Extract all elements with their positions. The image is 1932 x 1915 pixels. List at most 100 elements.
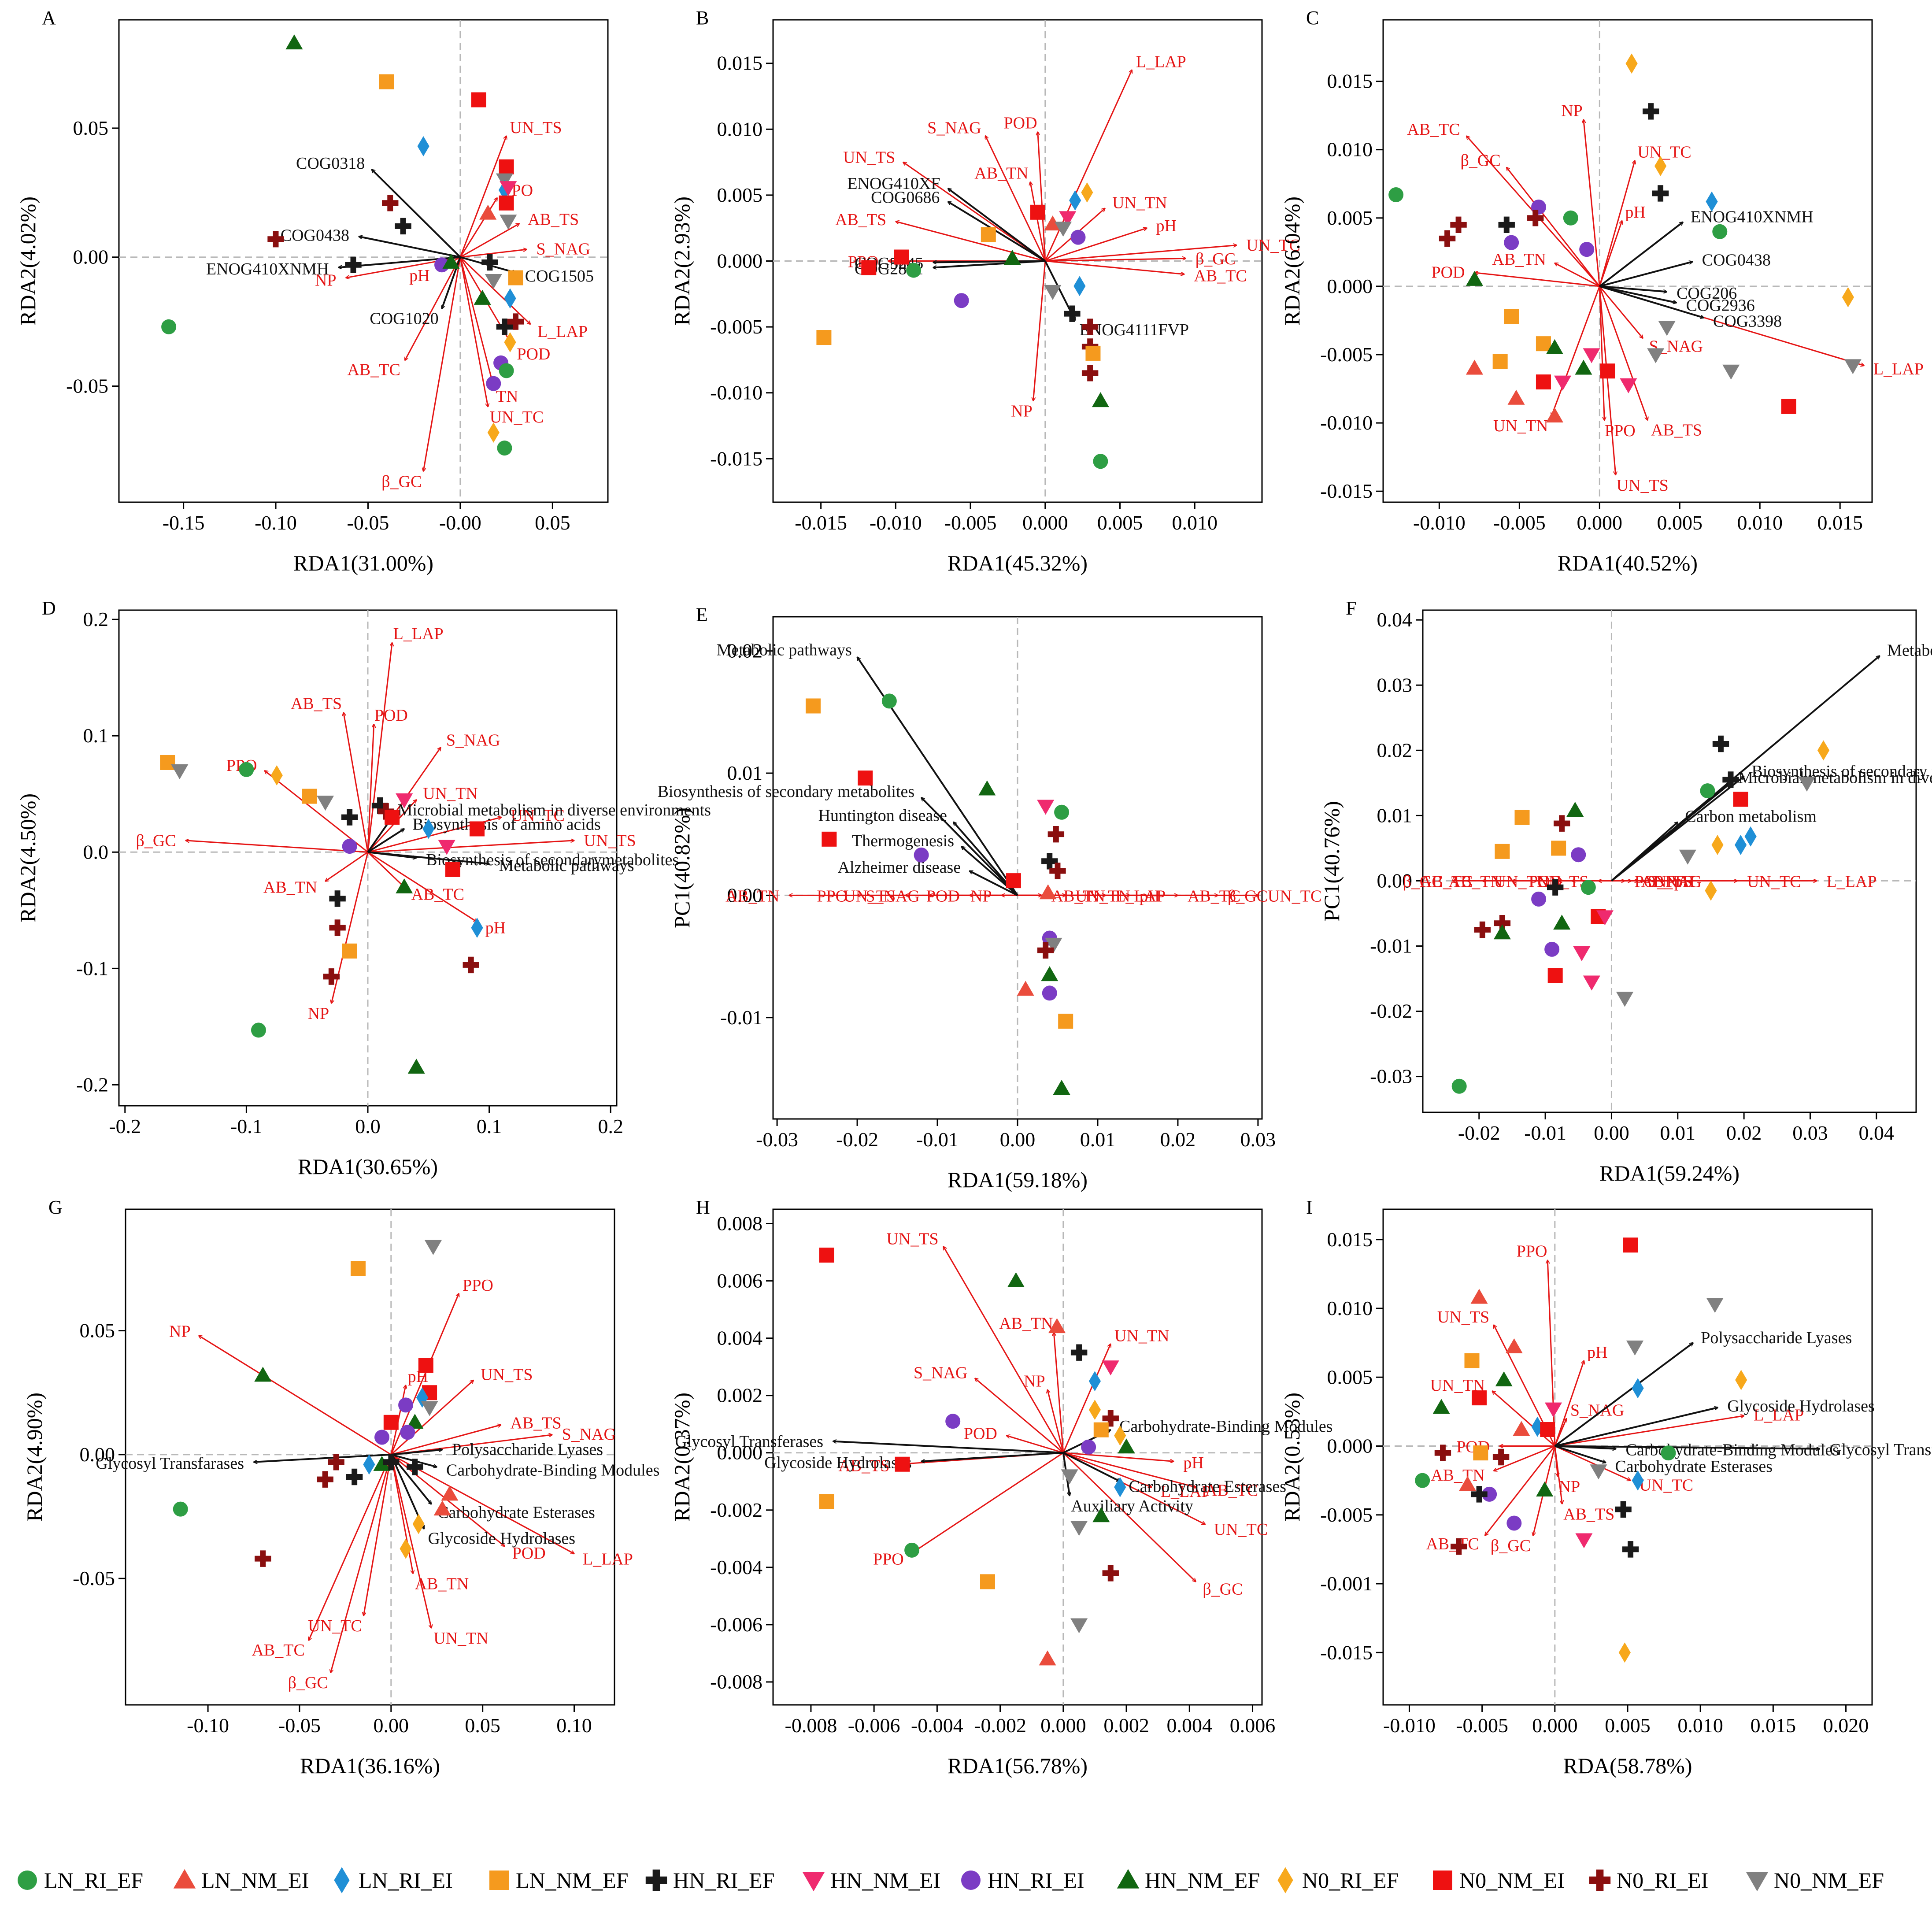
env-factor-arrow <box>1045 259 1186 262</box>
function-arrow <box>1611 783 1731 882</box>
sample-point-ln-nm-ef <box>1058 1014 1073 1029</box>
sample-point-hn-ri-ei <box>400 1425 415 1440</box>
y-tick-label: -0.010 <box>1320 411 1373 434</box>
env-factor-label: UN_TS <box>510 119 562 137</box>
sample-point-ln-ri-ei <box>1073 276 1086 296</box>
sample-point-hn-nm-ef <box>1553 915 1571 930</box>
sample-point-hn-nm-ef <box>1546 339 1563 354</box>
sample-point-hn-ri-ef <box>1547 879 1564 896</box>
y-tick-label: 0.02 <box>727 640 763 662</box>
sample-point-n0-ri-ef <box>504 332 516 352</box>
env-factor-arrow <box>367 852 404 887</box>
sample-point-ln-nm-ef <box>1473 1445 1488 1461</box>
legend-item: LN_NM_EI <box>173 1868 309 1893</box>
env-factor-label: UN_TN <box>433 1629 489 1648</box>
sample-point-hn-ri-ei <box>398 1397 414 1413</box>
y-tick-label: 0.006 <box>717 1270 763 1292</box>
x-tick-label: 0.03 <box>1240 1128 1276 1151</box>
x-tick-label: 0.10 <box>556 1714 592 1737</box>
sample-point-n0-nm-ef <box>1070 1521 1088 1536</box>
panel-H: -0.008 -0.006 -0.004 -0.002 0.000 0.002 0.004 0… <box>670 1196 1332 1778</box>
function-arrow <box>1599 285 1667 292</box>
function-label: Metabolic pathways <box>717 641 852 659</box>
function-arrow <box>1062 1452 1120 1482</box>
x-tick-label: 0.010 <box>1172 511 1218 534</box>
env-factor-arrow <box>265 770 368 853</box>
sample-point-hn-nm-ei <box>1596 910 1614 926</box>
sample-point-hn-nm-ei <box>438 840 455 855</box>
function-label: Polysaccharide Lyases <box>1701 1329 1852 1347</box>
panel-A: -0.15 -0.10 -0.05 -0.00 0.05 -0.05 0.00 0.05 A RD… <box>15 7 609 575</box>
sample-point-ln-nm-ei <box>1507 389 1525 405</box>
y-tick-label: 0.005 <box>1327 1366 1373 1388</box>
sample-point-hn-ri-ei <box>1531 891 1547 907</box>
x-tick-label: -0.010 <box>1413 511 1466 534</box>
sample-point-hn-nm-ef <box>407 1059 425 1074</box>
env-factor-label: POD <box>926 887 960 905</box>
env-factor-arrow <box>1554 1419 1566 1447</box>
env-factor-label: POD <box>1004 114 1037 132</box>
env-factor-label: AB_TS <box>291 695 342 713</box>
sample-point-ln-nm-ef <box>1504 309 1519 324</box>
env-factor-arrow <box>1554 1445 1631 1481</box>
x-tick-label: 0.005 <box>1097 511 1143 534</box>
function-arrow <box>948 189 1046 262</box>
env-factor-label: pH <box>1674 872 1695 891</box>
env-factor-label: AB_TN <box>415 1575 469 1593</box>
sample-point-ln-ri-ef <box>251 1022 266 1038</box>
env-factor-label: AB_TC <box>411 885 464 904</box>
y-axis-label: RDA2(4.02%) <box>15 196 40 326</box>
sample-point-hn-nm-ef <box>1092 392 1109 407</box>
y-tick-label: 0.010 <box>1327 138 1373 161</box>
env-factor-label: AB_TC <box>1205 1481 1258 1500</box>
env-factor-arrow <box>367 852 477 922</box>
function-arrow <box>1599 285 1677 303</box>
env-factor-label: AB_TS <box>835 211 886 229</box>
env-factor-label: pH <box>485 919 506 937</box>
env-factor-label: POD <box>1432 263 1465 282</box>
legend-marker-hn-nm-ef <box>1117 1869 1140 1889</box>
x-tick-label: -0.010 <box>1383 1714 1436 1737</box>
y-tick-label: -0.01 <box>720 1006 762 1029</box>
env-factor-arrow <box>1485 1445 1556 1536</box>
env-factor-label: UN_TN <box>1114 1326 1170 1345</box>
env-factor-label: AB_TS <box>1563 1505 1614 1524</box>
sample-point-ln-nm-ef <box>819 1494 834 1509</box>
sample-point-n0-ri-ef <box>400 1538 412 1559</box>
function-arrow <box>970 870 1018 896</box>
env-factor-label: TN <box>496 387 518 406</box>
sample-point-ln-ri-ef <box>1388 187 1404 203</box>
env-factor-arrow <box>367 800 416 853</box>
sample-point-hn-nm-ef <box>1466 270 1483 286</box>
x-axis-label: RDA1(59.24%) <box>1599 1161 1740 1185</box>
legend-marker-n0-ri-ef <box>1277 1867 1293 1893</box>
function-arrow <box>1611 822 1677 882</box>
env-factor-arrow <box>1045 245 1236 262</box>
sample-point-n0-nm-ef <box>1798 776 1816 792</box>
y-tick-label: 0.01 <box>727 762 763 784</box>
y-tick-label: 0.02 <box>1377 739 1413 761</box>
y-axis-label: RDA2(0.53%) <box>1280 1393 1304 1522</box>
x-tick-label: 0.000 <box>1577 511 1623 534</box>
env-factor-label: L_LAP <box>1873 360 1924 378</box>
sample-point-ln-nm-ef <box>1514 810 1530 825</box>
env-factor-arrow <box>1554 1361 1584 1446</box>
env-factor-label: pH <box>1183 1454 1203 1472</box>
function-label: Glycoside Hydrolases <box>764 1454 912 1472</box>
env-factor-arrow <box>1474 273 1600 287</box>
function-arrow <box>1554 1445 1616 1449</box>
env-factor-arrow <box>1063 1452 1152 1487</box>
function-label: ENOG410XNMH <box>206 260 329 278</box>
sample-point-ln-ri-ef <box>1712 224 1728 239</box>
function-label: Huntington disease <box>818 806 947 825</box>
sample-point-n0-nm-ef <box>1045 937 1062 953</box>
legend-label: LN_RI_EF <box>44 1868 143 1893</box>
env-factor-label: AB_TS <box>528 211 579 229</box>
env-factor-arrow <box>459 256 530 324</box>
env-factor-arrow <box>390 1454 413 1574</box>
env-factor-arrow <box>944 1247 1064 1453</box>
sample-point-n0-nm-ei <box>1781 399 1796 414</box>
function-label: ENOG410XF <box>847 174 940 193</box>
y-tick-label: -0.1 <box>76 957 108 979</box>
sample-point-hn-ri-ef <box>1615 1501 1632 1518</box>
